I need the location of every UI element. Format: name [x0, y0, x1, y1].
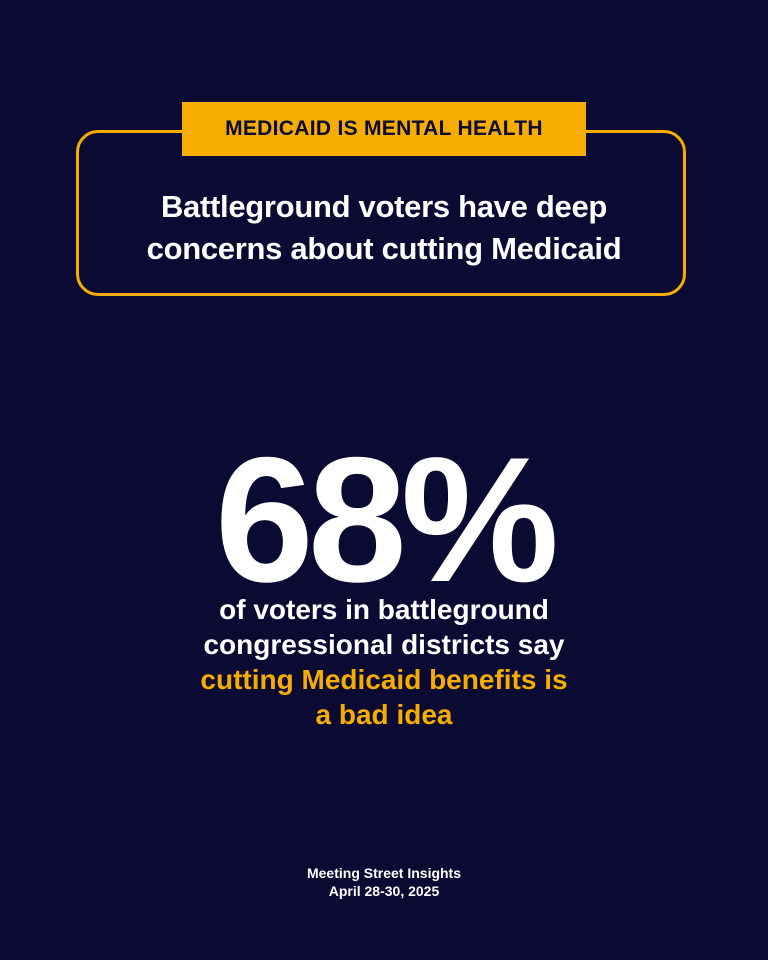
headline: Battleground voters have deep concerns a… [96, 186, 672, 270]
topic-tag: MEDICAID IS MENTAL HEALTH [182, 102, 586, 156]
headline-line-1: Battleground voters have deep [160, 189, 608, 224]
description-highlight-2: a bad idea [315, 699, 453, 730]
source-name: Meeting Street Insights [306, 865, 462, 881]
source-citation: Meeting Street Insights April 28-30, 202… [0, 864, 768, 900]
source-date: April 28-30, 2025 [328, 883, 440, 899]
stat-percentage: 68% [214, 420, 559, 619]
description-line-1: of voters in battleground [219, 594, 549, 625]
stat-description: of voters in battleground congressional … [90, 592, 678, 732]
headline-line-2: concerns about cutting Medicaid [146, 231, 622, 266]
description-highlight-1: cutting Medicaid benefits is [200, 664, 568, 695]
description-line-2: congressional districts say [203, 629, 565, 660]
